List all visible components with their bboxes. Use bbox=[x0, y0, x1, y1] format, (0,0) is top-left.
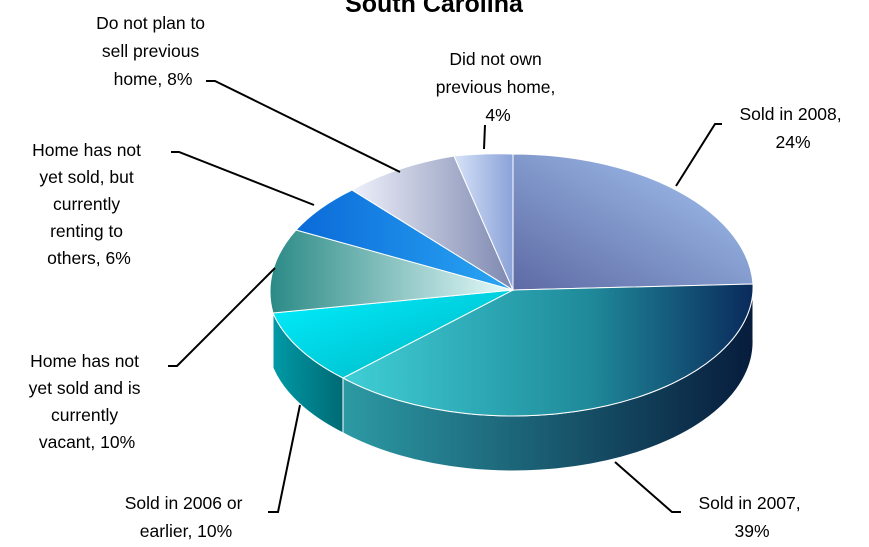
label-line: Sold in 2007, bbox=[698, 493, 800, 513]
leader-do-not-plan bbox=[206, 80, 401, 173]
label-did-not-own: Did not own previous home, 4% bbox=[436, 49, 561, 125]
leader-renting bbox=[171, 151, 315, 206]
leader-did-not-own bbox=[483, 124, 486, 150]
leader-sold-2007 bbox=[614, 461, 681, 513]
label-line: currently bbox=[53, 194, 120, 214]
data-labels: Sold in 2008, 24% Sold in 2007, 39% Sold… bbox=[29, 13, 846, 541]
label-line: Do not plan to bbox=[96, 13, 205, 33]
label-line: earlier, 10% bbox=[140, 521, 232, 541]
leader-vacant bbox=[168, 267, 276, 367]
pie-slice-do-not-plan-to-sell bbox=[351, 155, 515, 292]
label-line: Did not own bbox=[449, 49, 541, 69]
label-line: Sold in 2008, bbox=[739, 104, 841, 124]
label-line: Home has not bbox=[30, 351, 139, 371]
leader-sold-2006 bbox=[268, 404, 301, 513]
label-not-sold-vacant: Home has not yet sold and is currently v… bbox=[29, 351, 146, 452]
label-line: renting to bbox=[50, 221, 123, 241]
label-do-not-plan-to-sell: Do not plan to sell previous home, 8% bbox=[96, 13, 210, 89]
pie-slice-sold-2006-or-earlier bbox=[272, 289, 514, 379]
label-line: home, 8% bbox=[114, 69, 193, 89]
label-line: yet sold, but bbox=[39, 167, 133, 187]
pie-slice-sold-2008 bbox=[512, 153, 754, 291]
label-line: yet sold and is bbox=[29, 378, 141, 398]
label-sold-2006-or-earlier: Sold in 2006 or earlier, 10% bbox=[125, 493, 248, 541]
label-line: others, 6% bbox=[47, 248, 131, 268]
label-line: 4% bbox=[485, 105, 510, 125]
leader-lines bbox=[168, 80, 722, 513]
label-line: previous home, bbox=[436, 77, 556, 97]
label-line: Sold in 2006 or bbox=[125, 493, 243, 513]
label-not-sold-renting: Home has not yet sold, but currently ren… bbox=[32, 140, 146, 268]
chart-title: South Carolina bbox=[345, 0, 524, 18]
label-line: 24% bbox=[775, 132, 810, 152]
label-sold-2007: Sold in 2007, 39% bbox=[698, 493, 805, 541]
pie-slice-did-not-own bbox=[453, 153, 514, 291]
label-line: Home has not bbox=[32, 140, 141, 160]
label-line: sell previous bbox=[102, 41, 200, 61]
label-line: currently bbox=[51, 405, 118, 425]
label-sold-2008: Sold in 2008, 24% bbox=[739, 104, 846, 152]
pie-slice-sold-2007 bbox=[341, 283, 754, 417]
leader-sold-2008 bbox=[675, 123, 722, 187]
label-line: 39% bbox=[734, 521, 769, 541]
pie-slices bbox=[269, 153, 754, 417]
label-line: vacant, 10% bbox=[39, 432, 135, 452]
